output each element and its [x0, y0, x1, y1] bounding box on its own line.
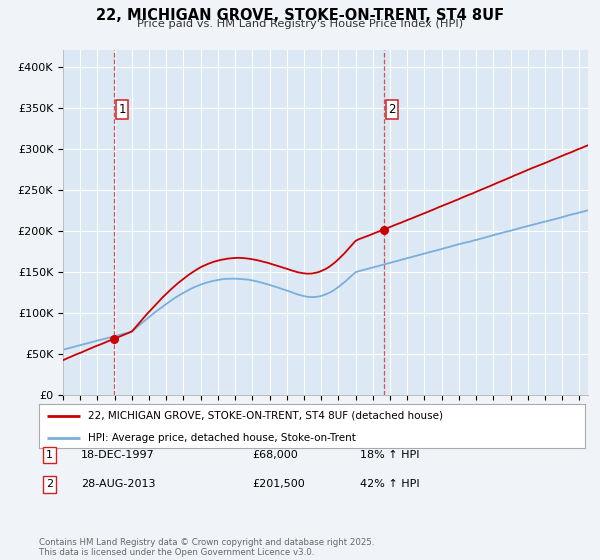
- Text: Price paid vs. HM Land Registry's House Price Index (HPI): Price paid vs. HM Land Registry's House …: [137, 19, 463, 29]
- Text: 1: 1: [118, 103, 126, 116]
- Text: £68,000: £68,000: [252, 450, 298, 460]
- Text: 1: 1: [46, 450, 53, 460]
- Text: 2: 2: [46, 479, 53, 489]
- Text: 18% ↑ HPI: 18% ↑ HPI: [360, 450, 419, 460]
- Text: 18-DEC-1997: 18-DEC-1997: [81, 450, 155, 460]
- Text: Contains HM Land Registry data © Crown copyright and database right 2025.
This d: Contains HM Land Registry data © Crown c…: [39, 538, 374, 557]
- Text: 22, MICHIGAN GROVE, STOKE-ON-TRENT, ST4 8UF (detached house): 22, MICHIGAN GROVE, STOKE-ON-TRENT, ST4 …: [88, 410, 443, 421]
- Text: 28-AUG-2013: 28-AUG-2013: [81, 479, 155, 489]
- Text: 2: 2: [388, 103, 396, 116]
- Text: 22, MICHIGAN GROVE, STOKE-ON-TRENT, ST4 8UF: 22, MICHIGAN GROVE, STOKE-ON-TRENT, ST4 …: [96, 8, 504, 24]
- Text: 42% ↑ HPI: 42% ↑ HPI: [360, 479, 419, 489]
- Text: HPI: Average price, detached house, Stoke-on-Trent: HPI: Average price, detached house, Stok…: [88, 433, 356, 444]
- Text: £201,500: £201,500: [252, 479, 305, 489]
